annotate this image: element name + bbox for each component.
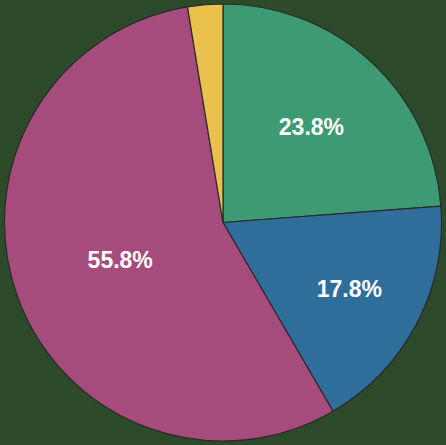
svg-text:55.8%: 55.8% xyxy=(88,247,153,273)
svg-text:17.8%: 17.8% xyxy=(317,276,382,302)
svg-text:23.8%: 23.8% xyxy=(279,114,344,140)
